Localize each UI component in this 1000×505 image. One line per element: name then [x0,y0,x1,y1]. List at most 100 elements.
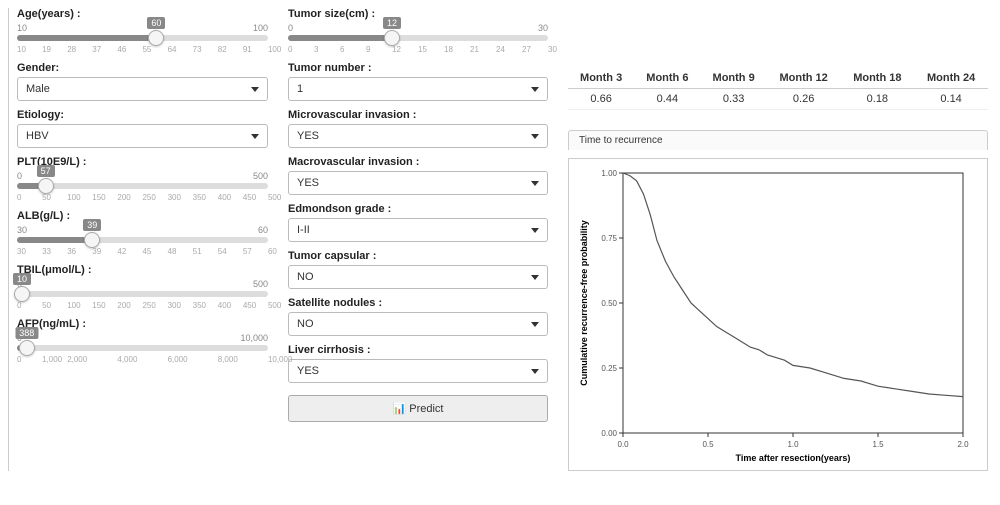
caret-icon [531,228,539,233]
slider-thumb[interactable] [384,30,400,46]
tumor-number-field: Tumor number : 1 [288,62,548,101]
micro-field: Microvascular invasion : YES [288,109,548,148]
cirrhosis-label: Liver cirrhosis : [288,344,548,356]
inputs-column-1: Age(years) : 101006010192837465564738291… [8,8,268,471]
svg-text:0.50: 0.50 [601,299,617,308]
macro-value: YES [297,177,319,189]
table-header: Month 18 [840,68,914,89]
tumor-number-value: 1 [297,83,303,95]
tumor-size-label: Tumor size(cm) : [288,8,548,20]
svg-text:Time after resection(years): Time after resection(years) [736,453,851,463]
slider-track[interactable]: 39 [17,237,268,243]
slider-track[interactable]: 57 [17,183,268,189]
caret-icon [251,87,259,92]
predict-label: 📊 Predict [393,403,444,415]
table-header: Month 12 [767,68,841,89]
svg-text:1.00: 1.00 [601,169,617,178]
table-cell: 0.44 [634,89,700,110]
etiology-field: Etiology: HBV [17,109,268,148]
edmondson-label: Edmondson grade : [288,203,548,215]
alb-label: ALB(g/L) : [17,210,268,222]
tumor-size-slider[interactable]: 03012036912151821242730 [288,23,548,54]
afp-field: AFP(ng/mL) : 010,00038801,0002,0004,0006… [17,318,268,364]
satellite-label: Satellite nodules : [288,297,548,309]
macro-dropdown[interactable]: YES [288,171,548,195]
cirrhosis-dropdown[interactable]: YES [288,359,548,383]
svg-text:0.75: 0.75 [601,234,617,243]
plt-slider[interactable]: 050057050100150200250300350400450500 [17,171,268,202]
svg-text:0.5: 0.5 [702,440,714,449]
survival-chart: 0.000.250.500.751.000.00.51.01.52.0Time … [568,158,988,471]
predict-button[interactable]: 📊 Predict [288,395,548,422]
svg-text:1.0: 1.0 [787,440,799,449]
table-header: Month 9 [701,68,767,89]
results-table: Month 3Month 6Month 9Month 12Month 18Mon… [568,68,988,110]
caret-icon [531,322,539,327]
table-header: Month 24 [914,68,988,89]
tbil-field: TBIL(μmol/L) : 0500100501001502002503003… [17,264,268,310]
slider-thumb[interactable] [14,286,30,302]
tbil-label: TBIL(μmol/L) : [17,264,268,276]
tbil-slider[interactable]: 050010050100150200250300350400450500 [17,279,268,310]
caret-icon [531,87,539,92]
slider-thumb[interactable] [38,178,54,194]
svg-text:0.25: 0.25 [601,364,617,373]
table-cell: 0.33 [701,89,767,110]
chart-svg: 0.000.250.500.751.000.00.51.01.52.0Time … [573,163,983,463]
age-slider[interactable]: 101006010192837465564738291100 [17,23,268,54]
slider-thumb[interactable] [19,340,35,356]
macro-field: Macrovascular invasion : YES [288,156,548,195]
slider-track[interactable]: 10 [17,291,268,297]
cirrhosis-field: Liver cirrhosis : YES [288,344,548,383]
plt-field: PLT(10E9/L) : 05005705010015020025030035… [17,156,268,202]
slider-track[interactable]: 60 [17,35,268,41]
slider-thumb[interactable] [84,232,100,248]
chart-tab[interactable]: Time to recurrence [568,130,988,150]
table-cell: 0.14 [914,89,988,110]
caret-icon [251,134,259,139]
edmondson-value: I-II [297,224,310,236]
edmondson-dropdown[interactable]: I-II [288,218,548,242]
caret-icon [531,181,539,186]
etiology-dropdown[interactable]: HBV [17,124,268,148]
slider-track[interactable]: 388 [17,345,268,351]
age-field: Age(years) : 101006010192837465564738291… [17,8,268,54]
table-cell: 0.66 [568,89,634,110]
afp-slider[interactable]: 010,00038801,0002,0004,0006,0008,00010,0… [17,333,268,364]
afp-label: AFP(ng/mL) : [17,318,268,330]
gender-label: Gender: [17,62,268,74]
satellite-value: NO [297,318,314,330]
table-header: Month 6 [634,68,700,89]
capsular-dropdown[interactable]: NO [288,265,548,289]
table-cell: 0.18 [840,89,914,110]
age-label: Age(years) : [17,8,268,20]
svg-text:0.00: 0.00 [601,429,617,438]
satellite-field: Satellite nodules : NO [288,297,548,336]
slider-thumb[interactable] [148,30,164,46]
gender-field: Gender: Male [17,62,268,101]
micro-value: YES [297,130,319,142]
edmondson-field: Edmondson grade : I-II [288,203,548,242]
capsular-label: Tumor capsular : [288,250,548,262]
svg-text:1.5: 1.5 [872,440,884,449]
app-container: Age(years) : 101006010192837465564738291… [8,8,1000,471]
plt-label: PLT(10E9/L) : [17,156,268,168]
svg-text:2.0: 2.0 [957,440,969,449]
alb-field: ALB(g/L) : 3060393033363942454851545760 [17,210,268,256]
alb-slider[interactable]: 3060393033363942454851545760 [17,225,268,256]
tumor-size-field: Tumor size(cm) : 03012036912151821242730 [288,8,548,54]
table-header: Month 3 [568,68,634,89]
inputs-column-2: Tumor size(cm) : 03012036912151821242730… [288,8,548,471]
table-cell: 0.26 [767,89,841,110]
caret-icon [531,275,539,280]
etiology-value: HBV [26,130,49,142]
gender-dropdown[interactable]: Male [17,77,268,101]
satellite-dropdown[interactable]: NO [288,312,548,336]
tumor-number-dropdown[interactable]: 1 [288,77,548,101]
cirrhosis-value: YES [297,365,319,377]
etiology-label: Etiology: [17,109,268,121]
gender-value: Male [26,83,50,95]
results-column: Month 3Month 6Month 9Month 12Month 18Mon… [568,8,988,471]
slider-track[interactable]: 12 [288,35,548,41]
micro-dropdown[interactable]: YES [288,124,548,148]
